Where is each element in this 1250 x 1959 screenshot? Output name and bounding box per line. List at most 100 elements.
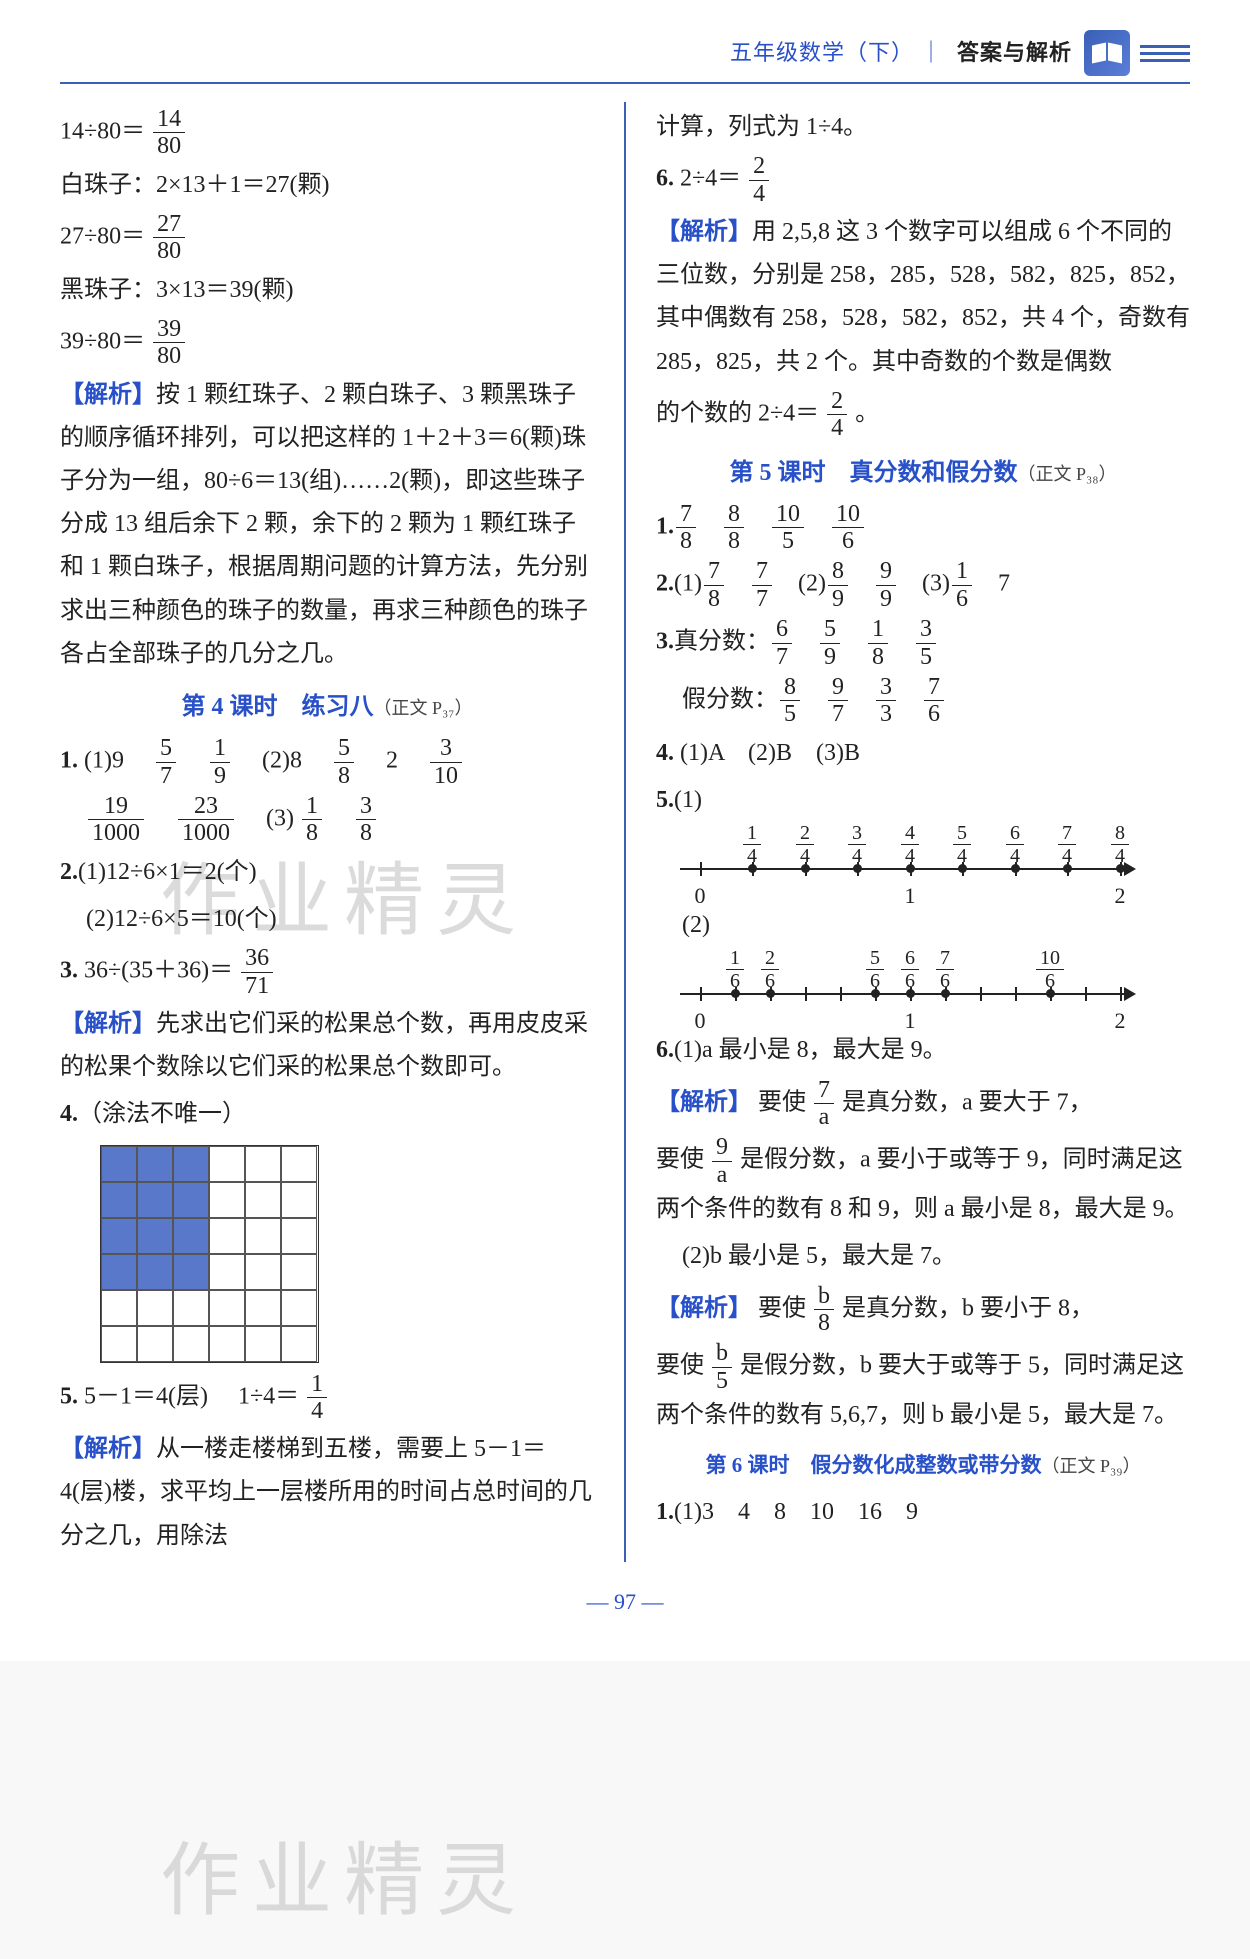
q1: 1. (1)9 57 19 (2)8 58 2 310	[60, 735, 594, 789]
grid-cell	[281, 1290, 317, 1326]
fraction: 16	[726, 947, 744, 992]
q1-cont: 191000 231000 (3) 18 38	[60, 793, 594, 847]
grid-cell	[281, 1146, 317, 1182]
analysis-cont: 的个数的 2÷4＝ 24 。	[656, 388, 1190, 442]
fraction: 24	[796, 822, 814, 867]
analysis: 【解析】按 1 颗红珠子、2 颗白珠子、3 颗黑珠子的顺序循环排列，可以把这样的…	[60, 374, 594, 676]
fraction: 66	[901, 947, 919, 992]
right-column: 计算，列式为 1÷4。 6. 2÷4＝ 24 【解析】用 2,5,8 这 3 个…	[656, 102, 1190, 1562]
line: 39÷80＝ 3980	[60, 316, 594, 370]
grid-cell	[137, 1326, 173, 1362]
section-5-title: 第 5 课时 真分数和假分数（正文 P₃₈）	[656, 452, 1190, 495]
fraction: 84	[1111, 822, 1129, 867]
q2: 2.(1)12÷6×1＝2(个)	[60, 851, 594, 894]
r6-1: 6.(1)a 最小是 8，最大是 9。	[656, 1029, 1190, 1072]
page-footer: — 97 —	[60, 1582, 1190, 1622]
fraction: 67	[772, 616, 792, 670]
analysis: 【解析】 要使 7a 是真分数，a 要大于 7，	[656, 1077, 1190, 1131]
columns: 14÷80＝ 1480 白珠子：2×13＋1＝27(颗) 27÷80＝ 2780…	[60, 102, 1190, 1562]
fraction: 33	[876, 674, 896, 728]
grid-cell	[173, 1254, 209, 1290]
grid-cell	[137, 1182, 173, 1218]
grid-cell	[173, 1290, 209, 1326]
fraction: 56	[866, 947, 884, 992]
fraction: 1480	[153, 106, 185, 160]
grid-cell	[209, 1290, 245, 1326]
shading-grid	[100, 1145, 319, 1363]
grid-cell	[245, 1326, 281, 1362]
column-divider	[624, 102, 626, 1562]
q2b: (2)12÷6×5＝10(个)	[60, 898, 594, 941]
fraction: 16	[952, 558, 972, 612]
q4: 4.（涂法不唯一）	[60, 1093, 594, 1136]
grid-cell	[101, 1326, 137, 1362]
fraction: 64	[1006, 822, 1024, 867]
analysis: 【解析】用 2,5,8 这 3 个数字可以组成 6 个不同的三位数，分别是 25…	[656, 211, 1190, 384]
grid-cell	[137, 1218, 173, 1254]
grid-cell	[245, 1254, 281, 1290]
header-divider: ｜	[920, 33, 943, 73]
numberline-2: 1626566676106012	[680, 953, 1140, 1023]
fraction: 77	[752, 558, 772, 612]
grid-cell	[137, 1290, 173, 1326]
analysis-cont: 要使 b5 是假分数，b 要大于或等于 5，同时满足这两个条件的数有 5,6,7…	[656, 1340, 1190, 1437]
fraction: 78	[676, 501, 696, 555]
analysis-label: 【解析】	[60, 382, 156, 408]
header-subject: 五年级数学（下）	[730, 33, 914, 73]
page-number: 97	[614, 1589, 636, 1614]
grid-cell	[281, 1218, 317, 1254]
grid-cell	[137, 1254, 173, 1290]
fraction: 18	[868, 616, 888, 670]
fraction: 44	[901, 822, 919, 867]
fraction: 105	[772, 501, 804, 555]
fraction: 106	[1036, 947, 1064, 992]
fraction: 88	[724, 501, 744, 555]
r5-1: 5.(1)	[656, 779, 1190, 822]
grid-cell	[245, 1290, 281, 1326]
fraction: 74	[1058, 822, 1076, 867]
grid-cell	[101, 1182, 137, 1218]
q3: 3. 36÷(35＋36)＝ 3671	[60, 945, 594, 999]
grid-cell	[173, 1146, 209, 1182]
grid-cell	[245, 1218, 281, 1254]
grid-cell	[137, 1146, 173, 1182]
q6: 6. 2÷4＝ 24	[656, 153, 1190, 207]
fraction: 76	[924, 674, 944, 728]
page: 五年级数学（下） ｜ 答案与解析 作业精灵 作业精灵 14÷80＝ 1480 白…	[0, 0, 1250, 1661]
grid-cell	[101, 1290, 137, 1326]
fraction: 59	[820, 616, 840, 670]
r5-2: (2)	[656, 904, 1190, 947]
numberline-1: 1424344454647484012	[680, 828, 1140, 898]
book-icon	[1084, 30, 1130, 76]
grid-cell	[209, 1146, 245, 1182]
analysis: 【解析】 要使 b8 是真分数，b 要小于 8，	[656, 1283, 1190, 1337]
grid-cell	[245, 1146, 281, 1182]
grid-cell	[209, 1182, 245, 1218]
fraction: 106	[832, 501, 864, 555]
section-6-title: 第 6 课时 假分数化成整数或带分数（正文 P₃₉）	[656, 1447, 1190, 1485]
fraction: 26	[761, 947, 779, 992]
fraction: 34	[848, 822, 866, 867]
left-column: 14÷80＝ 1480 白珠子：2×13＋1＝27(颗) 27÷80＝ 2780…	[60, 102, 594, 1562]
fraction: 78	[704, 558, 724, 612]
line: 黑珠子：3×13＝39(颗)	[60, 269, 594, 312]
r3a: 3.真分数：67 59 18 35	[656, 616, 1190, 670]
page-header: 五年级数学（下） ｜ 答案与解析	[60, 30, 1190, 84]
grid-cell	[101, 1218, 137, 1254]
line: 14÷80＝ 1480	[60, 106, 594, 160]
analysis-cont: 要使 9a 是假分数，a 要小于或等于 9，同时满足这两个条件的数有 8 和 9…	[656, 1134, 1190, 1231]
fraction: 85	[780, 674, 800, 728]
fraction: 89	[828, 558, 848, 612]
grid-cell	[281, 1326, 317, 1362]
grid-cell	[209, 1326, 245, 1362]
analysis: 【解析】先求出它们采的松果总个数，再用皮皮采的松果个数除以它们采的松果总个数即可…	[60, 1003, 594, 1089]
r6-2: (2)b 最小是 5，最大是 7。	[656, 1235, 1190, 1278]
grid-cell	[173, 1218, 209, 1254]
header-section: 答案与解析	[957, 33, 1072, 73]
line: 27÷80＝ 2780	[60, 211, 594, 265]
watermark: 作业精灵	[160, 1810, 528, 1954]
analysis: 【解析】从一楼走楼梯到五楼，需要上 5－1＝4(层)楼，求平均上一层楼所用的时间…	[60, 1428, 594, 1558]
line: 白珠子：2×13＋1＝27(颗)	[60, 164, 594, 207]
fraction: 54	[953, 822, 971, 867]
grid-cell	[173, 1326, 209, 1362]
